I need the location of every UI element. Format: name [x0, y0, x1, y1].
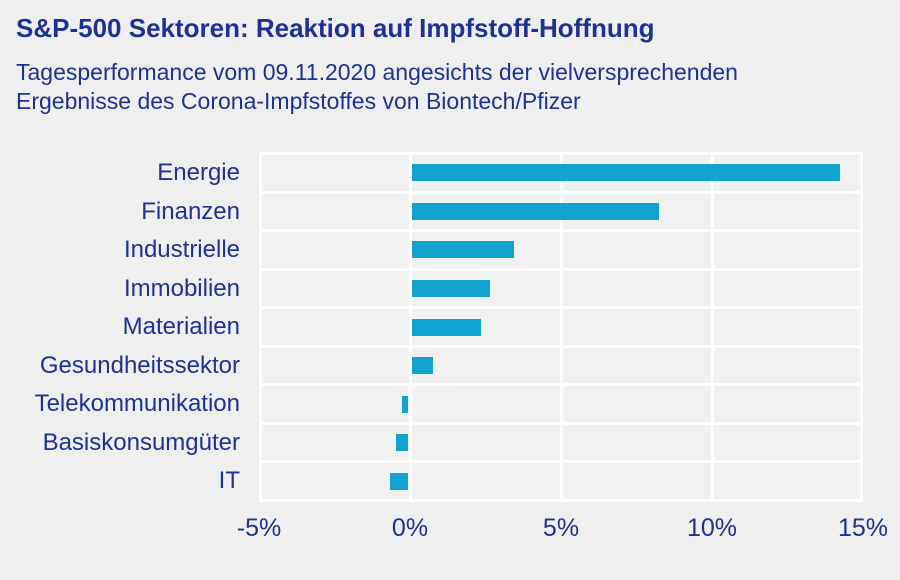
category-label: Industrielle [123, 236, 240, 264]
bar [411, 357, 433, 375]
category-label: Materialien [122, 313, 240, 341]
x-tick-label: 15% [837, 514, 889, 542]
gridline-vertical [408, 152, 412, 502]
category-label: Finanzen [141, 197, 240, 225]
x-tick-label: 10% [686, 514, 738, 542]
bar [411, 164, 841, 182]
category-label: Energie [157, 159, 240, 186]
x-tick-label: 0% [391, 514, 429, 542]
bar [411, 279, 491, 297]
category-label: Gesundheitssektor [39, 351, 240, 379]
plot-area [259, 152, 863, 502]
chart-subtitle: Tagesperformance vom 09.11.2020 angesich… [16, 59, 738, 114]
bar [390, 472, 409, 490]
bar [402, 395, 409, 413]
x-axis: -5% 0% 5% 10% 15% [0, 514, 900, 548]
category-label: Telekommunikation [34, 390, 240, 418]
category-label: Basiskonsumgüter [42, 428, 240, 456]
gridline-vertical [710, 152, 714, 502]
bar [396, 434, 409, 452]
category-labels: Energie Finanzen Industrielle Immobilien Mat… [0, 152, 240, 502]
category-label: IT [218, 467, 240, 495]
bar [411, 202, 660, 220]
bar [411, 318, 481, 336]
chart-title: S&P-500 Sektoren: Reaktion auf Impfstoff… [16, 13, 655, 43]
bar [411, 241, 515, 259]
gridline-vertical [559, 152, 563, 502]
x-tick-label: -5% [236, 514, 282, 542]
category-label: Immobilien [123, 274, 240, 302]
x-tick-label: 5% [542, 514, 580, 542]
